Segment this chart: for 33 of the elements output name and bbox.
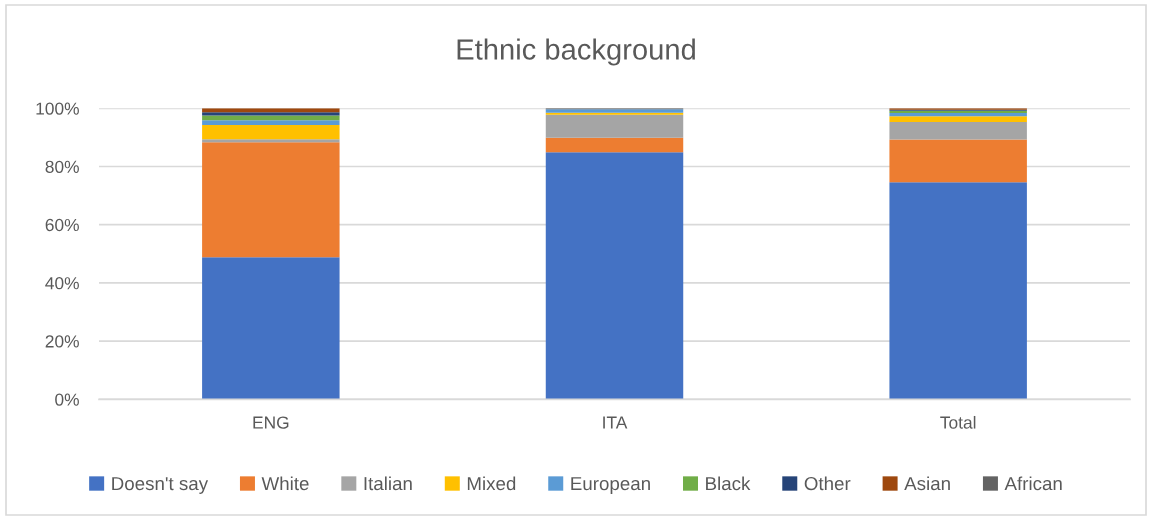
bar bbox=[545, 114, 684, 138]
legend-label: Doesn't say bbox=[112, 477, 209, 494]
legend-label: Italian bbox=[364, 476, 412, 491]
bar bbox=[889, 121, 1027, 140]
y-tick-label: 20% bbox=[45, 335, 79, 348]
bar bbox=[202, 112, 340, 116]
chart-title: Ethnic background bbox=[457, 38, 695, 66]
x-tick-label: Total bbox=[940, 415, 976, 429]
bar bbox=[202, 139, 340, 143]
bar bbox=[889, 182, 1027, 400]
legend-label: Other bbox=[804, 476, 851, 491]
bar bbox=[545, 137, 684, 153]
legend-label: Mixed bbox=[467, 476, 516, 491]
y-tick-label: 40% bbox=[45, 277, 79, 290]
bar bbox=[202, 142, 340, 258]
bar bbox=[545, 152, 684, 400]
bar bbox=[889, 139, 1027, 183]
x-tick-label: ITA bbox=[603, 416, 628, 429]
bar bbox=[202, 257, 340, 400]
y-tick-label: 0% bbox=[55, 393, 79, 406]
bar bbox=[202, 120, 340, 125]
bar bbox=[889, 112, 1027, 117]
y-tick-label: 100% bbox=[36, 102, 79, 115]
y-tick-label: 60% bbox=[45, 218, 79, 232]
legend-label: White bbox=[261, 476, 309, 491]
bar bbox=[202, 124, 340, 140]
legend-label: Asian bbox=[904, 476, 950, 491]
y-tick-label: 80% bbox=[45, 160, 79, 173]
legend-label: European bbox=[571, 477, 650, 494]
x-tick-label: ENG bbox=[253, 416, 289, 429]
legend-label: African bbox=[1004, 476, 1062, 491]
legend-label: Black bbox=[706, 476, 751, 491]
bar bbox=[889, 116, 1027, 122]
